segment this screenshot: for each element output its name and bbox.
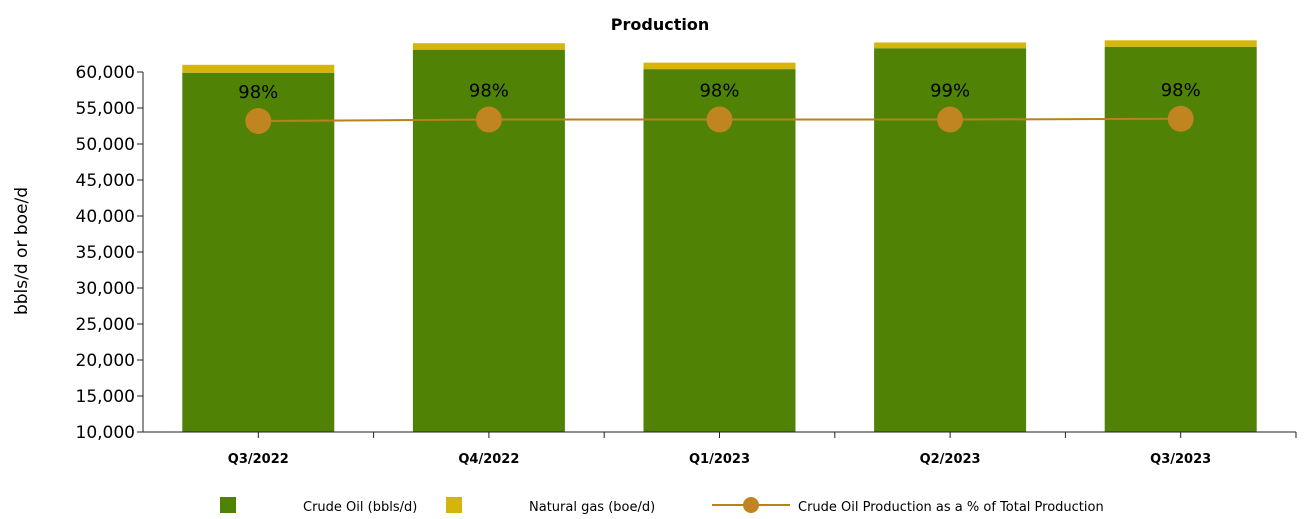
y-axis-label: bbls/d or boe/d — [12, 187, 32, 315]
percentage-point — [245, 107, 272, 134]
bars — [182, 40, 1257, 433]
y-tick-label: 45,000 — [76, 171, 135, 191]
legend: Crude Oil (bbls/d) Natural gas (boe/d) Cru… — [220, 497, 1104, 515]
percentage-label: 99% — [930, 81, 970, 102]
y-tick-label: 30,000 — [76, 279, 135, 299]
x-tick-label: Q1/2023 — [689, 452, 750, 467]
percentage-label: 98% — [699, 81, 739, 102]
percentage-label: 98% — [469, 81, 509, 102]
chart-title: Production — [611, 15, 709, 34]
y-axis-ticks: 10,000 15,000 20,000 25,000 30,000 35,000 40,0… — [76, 63, 143, 443]
x-tick-label: Q4/2022 — [458, 452, 519, 467]
y-tick-label: 35,000 — [76, 243, 135, 263]
y-tick-label: 55,000 — [76, 99, 135, 119]
percentage-line-layer: 98% 98% 98% 99% 98% — [238, 80, 1201, 134]
x-axis-ticks: Q3/2022 Q4/2022 Q1/2023 Q2/2023 Q3/2023 — [228, 432, 1297, 467]
x-tick-label: Q3/2022 — [228, 452, 289, 467]
percentage-point — [706, 106, 733, 133]
y-tick-label: 50,000 — [76, 135, 135, 155]
crude-oil-bar — [1104, 46, 1257, 433]
legend-percentage-label: Crude Oil Production as a % of Total Pro… — [798, 500, 1104, 515]
natural-gas-bar — [1104, 40, 1257, 47]
natural-gas-bar — [874, 42, 1027, 49]
y-tick-label: 15,000 — [76, 387, 135, 407]
percentage-point — [937, 106, 964, 133]
y-tick-label: 40,000 — [76, 207, 135, 227]
y-tick-label: 25,000 — [76, 315, 135, 335]
y-tick-label: 60,000 — [76, 63, 135, 83]
legend-crude-oil-label: Crude Oil (bbls/d) — [303, 500, 417, 515]
crude-oil-bar — [874, 48, 1027, 433]
legend-crude-oil-swatch — [220, 497, 236, 513]
legend-percentage-marker — [743, 497, 759, 513]
percentage-point — [475, 106, 502, 133]
natural-gas-bar — [412, 43, 565, 50]
x-tick-label: Q2/2023 — [920, 452, 981, 467]
percentage-label: 98% — [238, 82, 278, 103]
y-tick-label: 20,000 — [76, 351, 135, 371]
percentage-label: 98% — [1161, 80, 1201, 101]
percentage-point — [1167, 105, 1194, 132]
natural-gas-bar — [182, 64, 335, 73]
legend-natural-gas-swatch — [446, 497, 462, 513]
x-tick-label: Q3/2023 — [1150, 452, 1211, 467]
natural-gas-bar — [643, 62, 796, 70]
legend-natural-gas-label: Natural gas (boe/d) — [529, 500, 655, 515]
y-tick-label: 10,000 — [76, 423, 135, 443]
